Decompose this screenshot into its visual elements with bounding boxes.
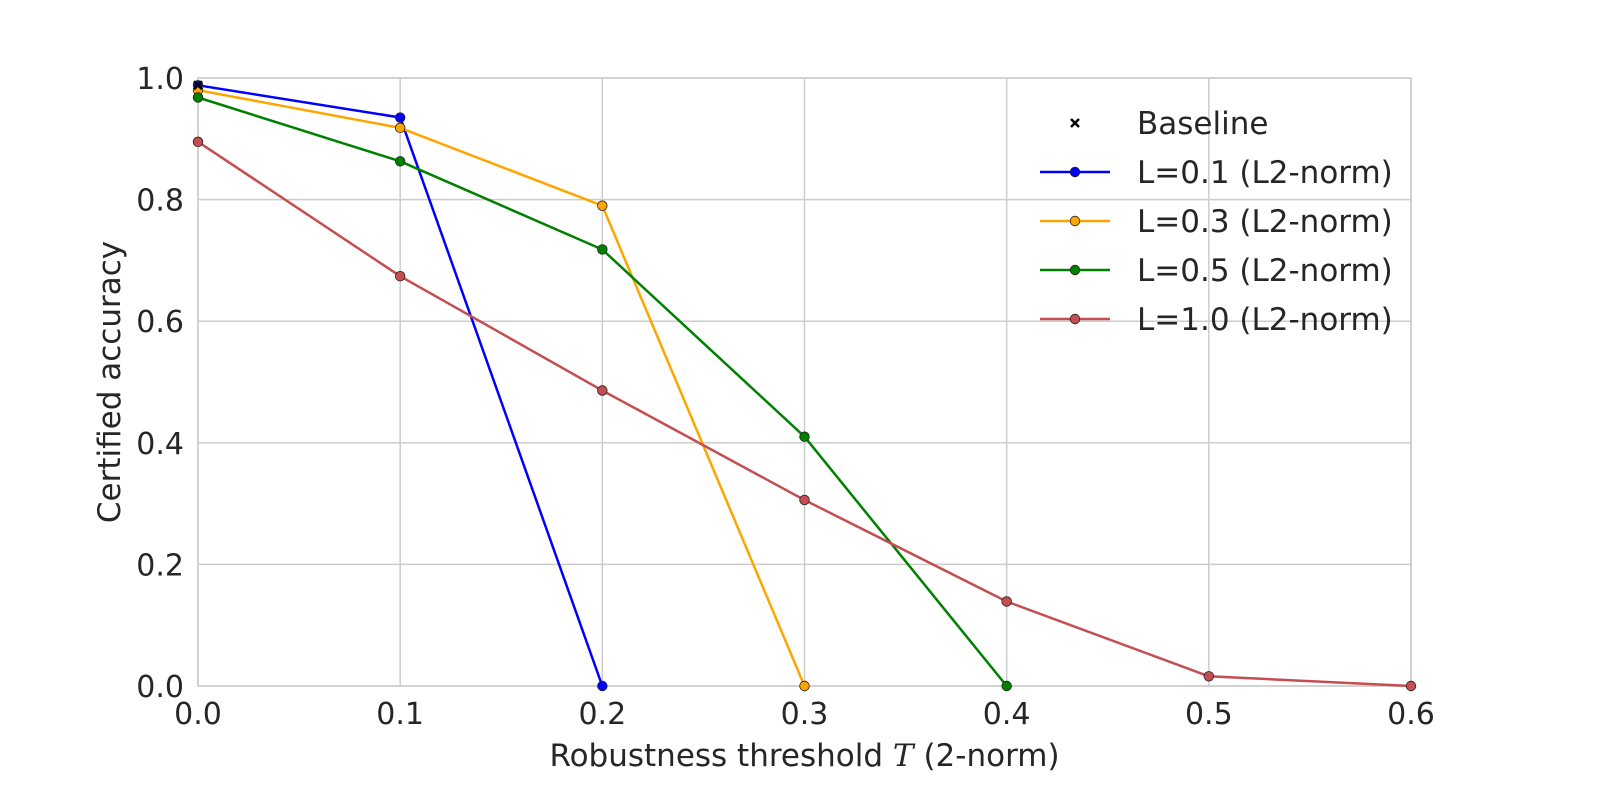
data-point xyxy=(192,136,204,148)
y-tick-label: 0.6 xyxy=(136,305,184,340)
x-tick-label: 0.6 xyxy=(1387,697,1435,732)
data-point xyxy=(597,385,608,396)
series-group xyxy=(192,136,1417,692)
legend-label: L=1.0 (L2-norm) xyxy=(1137,302,1393,338)
data-point xyxy=(597,244,608,255)
x-tick-label: 0.4 xyxy=(983,697,1031,732)
legend-marker-swatch xyxy=(1069,215,1081,227)
x-axis-label-prefix: Robustness threshold xyxy=(549,738,892,774)
legend-entry-baseline: Baseline xyxy=(1070,106,1268,142)
data-point xyxy=(394,156,406,167)
legend-label: L=0.5 (L2-norm) xyxy=(1137,253,1393,289)
x-tick-label: 0.3 xyxy=(781,697,829,732)
data-point xyxy=(1001,680,1012,692)
y-axis-label: Certified accuracy xyxy=(92,241,128,523)
data-point xyxy=(1405,680,1417,692)
y-tick-label: 0.4 xyxy=(136,427,184,462)
legend-entry: L=0.5 (L2-norm) xyxy=(1040,253,1393,289)
x-axis-label-variable: T xyxy=(893,738,916,774)
y-tick-label: 0.0 xyxy=(136,670,184,705)
x-axis-label-suffix: (2-norm) xyxy=(923,738,1059,774)
data-point xyxy=(799,680,810,692)
baseline-markers xyxy=(193,80,203,91)
legend: Baseline L=0.1 (L2-norm) L=0.3 (L2-norm) L=… xyxy=(1040,106,1393,338)
legend-marker-swatch xyxy=(1069,313,1081,325)
legend-marker-swatch xyxy=(1069,264,1081,276)
data-point xyxy=(597,200,608,211)
data-point xyxy=(799,494,810,506)
baseline-marker xyxy=(193,80,203,91)
legend-label: L=0.3 (L2-norm) xyxy=(1137,204,1393,240)
data-point xyxy=(394,112,406,123)
y-tick-label: 0.2 xyxy=(136,548,184,583)
data-point xyxy=(394,271,406,282)
data-point xyxy=(799,431,810,442)
y-tick-label: 0.8 xyxy=(136,184,184,219)
x-tick-label: 0.2 xyxy=(578,697,626,732)
y-axis-ticks: 0.0 0.2 0.4 0.6 0.8 1.0 xyxy=(136,62,184,705)
x-axis-ticks: 0.0 0.1 0.2 0.3 0.4 0.5 0.6 xyxy=(174,697,1435,732)
legend-entry: L=1.0 (L2-norm) xyxy=(1040,302,1393,338)
y-tick-label: 1.0 xyxy=(136,62,184,97)
data-point xyxy=(394,122,406,134)
legend-entry: L=0.1 (L2-norm) xyxy=(1040,155,1393,191)
legend-label: L=0.1 (L2-norm) xyxy=(1137,155,1393,191)
data-point xyxy=(1001,596,1012,607)
data-point xyxy=(1203,671,1215,682)
x-tick-label: 0.5 xyxy=(1185,697,1233,732)
baseline-marker-stroke xyxy=(1070,118,1080,128)
grid-lines xyxy=(197,77,1412,687)
series-group xyxy=(192,92,1012,692)
baseline-marker-stroke xyxy=(193,80,203,91)
legend-marker-swatch xyxy=(1069,166,1081,178)
data-point xyxy=(597,680,608,692)
x-tick-label: 0.0 xyxy=(174,697,222,732)
data-point xyxy=(192,92,204,103)
x-tick-label: 0.1 xyxy=(376,697,424,732)
legend-label: Baseline xyxy=(1137,106,1268,142)
x-axis-label: Robustness threshold T (2-norm) xyxy=(549,738,1059,774)
legend-entry: L=0.3 (L2-norm) xyxy=(1040,204,1393,240)
